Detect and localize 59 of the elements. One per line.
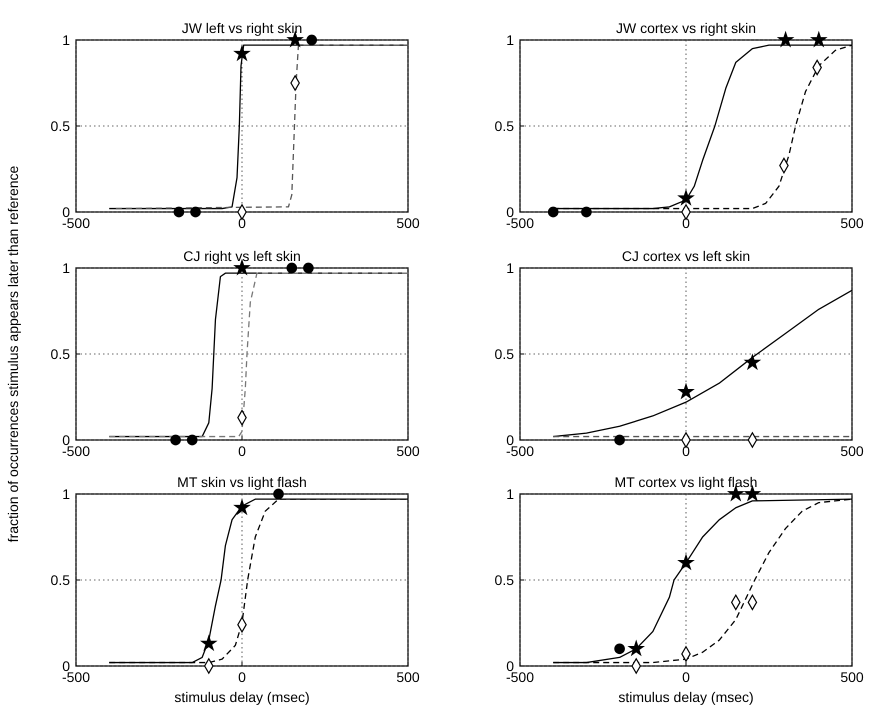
chart-title: JW left vs right skin <box>182 20 302 36</box>
chart-title: MT cortex vs light flash <box>614 474 758 490</box>
point <box>286 262 298 274</box>
chart-title: MT skin vs light flash <box>177 474 307 490</box>
y-tick-label: 1 <box>506 486 514 502</box>
point <box>190 206 201 218</box>
x-tick-label: 500 <box>396 215 420 231</box>
x-tick-label: 0 <box>682 669 690 685</box>
chart-title: JW cortex vs right skin <box>616 20 756 36</box>
y-tick-label: 1 <box>62 260 70 276</box>
x-tick-label: 0 <box>682 443 690 459</box>
point <box>288 32 303 47</box>
point <box>628 640 644 656</box>
y-tick-label: 0.5 <box>494 118 514 134</box>
point <box>303 262 314 274</box>
y-tick-label: 0.5 <box>50 118 70 134</box>
x-tick-label: 0 <box>238 215 246 231</box>
point <box>778 32 794 47</box>
chart-title: CJ right vs left skin <box>183 248 301 264</box>
point <box>678 554 694 570</box>
point <box>811 32 826 47</box>
point <box>174 206 184 218</box>
point <box>234 500 250 514</box>
point <box>614 434 625 446</box>
x-tick-label: 500 <box>396 443 420 459</box>
y-tick-label: 0.5 <box>50 346 70 362</box>
point <box>728 486 744 501</box>
point <box>306 34 318 46</box>
point <box>581 206 592 218</box>
x-tick-label: 500 <box>840 215 864 231</box>
chart-title: CJ cortex vs left skin <box>622 248 750 264</box>
y-tick-label: 0.5 <box>494 346 514 362</box>
y-tick-label: 1 <box>506 260 514 276</box>
point <box>744 486 760 501</box>
point <box>170 434 181 446</box>
y-tick-label: 1 <box>506 32 514 48</box>
x-tick-label: 500 <box>840 669 864 685</box>
point <box>614 643 625 654</box>
y-tick-label: 1 <box>62 486 70 502</box>
y-tick-label: 1 <box>62 32 70 48</box>
x-axis-title: stimulus delay (msec) <box>174 689 310 705</box>
y-tick-label: 0.5 <box>50 572 70 588</box>
point <box>678 190 694 205</box>
x-tick-label: 500 <box>840 443 864 459</box>
point <box>186 434 198 446</box>
point <box>678 384 694 398</box>
point <box>273 488 284 500</box>
point <box>234 46 250 60</box>
x-tick-label: 0 <box>238 443 246 459</box>
point <box>548 206 559 218</box>
point <box>744 354 760 370</box>
x-tick-label: 500 <box>396 669 420 685</box>
y-tick-label: 0.5 <box>494 572 514 588</box>
x-tick-label: 0 <box>238 669 246 685</box>
point <box>201 636 216 650</box>
point <box>234 260 250 275</box>
x-axis-title: stimulus delay (msec) <box>618 689 754 705</box>
y-axis-title: fraction of occurrences stimulus appears later than reference <box>5 165 21 542</box>
x-tick-label: 0 <box>682 215 690 231</box>
